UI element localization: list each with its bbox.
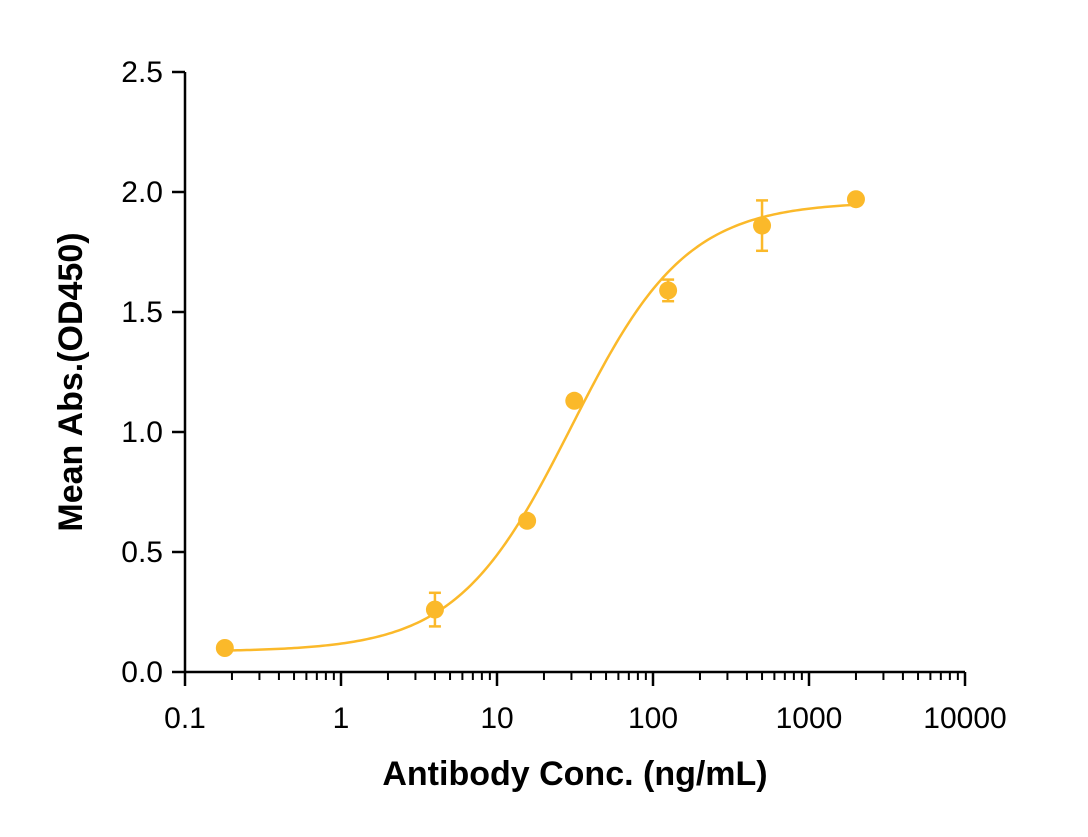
ticks: 0.0 0.5 1.0 1.5 2.0 2.5 0.1 1 10 100 1000 10000: [121, 56, 1006, 735]
axes: [183, 72, 965, 674]
y-tick-label: 1.0: [121, 416, 163, 449]
data-point: [846, 190, 865, 209]
data-point: [425, 600, 444, 619]
fit-curve: [224, 203, 857, 652]
y-tick-label: 2.0: [121, 176, 163, 209]
y-tick-label: 1.5: [121, 296, 163, 329]
y-tick-label: 0.5: [121, 536, 163, 569]
x-tick-label: 1: [333, 702, 350, 735]
x-tick-label: 0.1: [164, 702, 206, 735]
data-point: [215, 639, 234, 657]
y-tick-label: 2.5: [121, 56, 163, 89]
y-axis-title: Mean Abs.(OD450): [52, 232, 90, 531]
data-point: [753, 216, 772, 235]
y-tick-label: 0.0: [121, 656, 163, 689]
x-tick-label: 1000: [776, 702, 843, 735]
data-point: [518, 511, 537, 530]
data-point: [659, 281, 678, 300]
x-axis-title: Antibody Conc. (ng/mL): [382, 755, 767, 793]
fit-curve-group: [224, 203, 857, 652]
x-tick-label: 100: [628, 702, 678, 735]
data-point: [565, 391, 584, 410]
data-points: [215, 190, 865, 657]
x-tick-label: 10: [480, 702, 513, 735]
x-tick-label: 10000: [923, 702, 1006, 735]
